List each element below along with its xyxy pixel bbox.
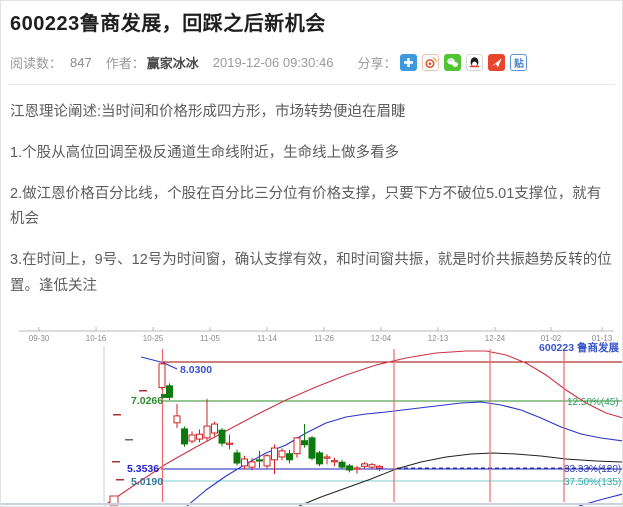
paragraph-point-1: 1.个股从高位回调至极反通道生命线附近，生命线上做多看多: [10, 144, 400, 161]
paragraph-point-2: 2.做江恩价格百分比线，个股在百分比三分位有价格支撑，只要下方不破位5.01支撑…: [10, 185, 602, 228]
svg-text:11-26: 11-26: [314, 334, 334, 343]
stock-chart-svg: 09-30 10-16 10-25 11-05 11-14 11-26 12-04 12-13…: [1, 327, 622, 506]
wechat-icon[interactable]: [444, 54, 462, 71]
paper-plane-icon[interactable]: [488, 54, 506, 71]
svg-text:5.0190: 5.0190: [131, 476, 163, 488]
svg-text:12-24: 12-24: [485, 334, 506, 343]
weibo-icon[interactable]: [422, 54, 440, 71]
views-label: 阅读数：: [10, 56, 63, 71]
svg-text:10-25: 10-25: [143, 334, 164, 343]
svg-text:600223 鲁商发展: 600223 鲁商发展: [539, 341, 619, 354]
svg-text:37.50%(135): 37.50%(135): [564, 477, 621, 488]
svg-text:8.0300: 8.0300: [180, 364, 212, 376]
svg-text:10-16: 10-16: [86, 334, 107, 343]
share-label: 分享：: [357, 56, 397, 71]
paragraph-point-3: 3.在时间上，9号、12号为时间窗，确认支撑有效，和时间窗共振，就是时价共振趋势…: [10, 252, 612, 294]
paragraph-gann-intro: 江恩理论阐述:当时间和价格形成四方形，市场转势便迫在眉睫: [10, 104, 406, 120]
svg-text:09-30: 09-30: [29, 334, 50, 343]
stock-chart: 09-30 10-16 10-25 11-05 11-14 11-26 12-04 12-13…: [1, 323, 622, 506]
author-name[interactable]: 赢家冰冰: [146, 56, 199, 71]
header-divider: [8, 84, 615, 85]
svg-text:33.33%(120): 33.33%(120): [564, 464, 621, 475]
author-label: 作者：: [105, 56, 145, 71]
share-bar: 贴: [400, 54, 528, 71]
svg-text:01-13: 01-13: [592, 334, 613, 343]
svg-text:11-14: 11-14: [257, 334, 277, 343]
svg-text:12-13: 12-13: [428, 334, 449, 343]
share-more-icon[interactable]: [400, 54, 418, 71]
tieba-icon[interactable]: 贴: [510, 54, 528, 71]
svg-text:01-02: 01-02: [541, 334, 562, 343]
svg-text:11-05: 11-05: [200, 334, 220, 343]
publish-datetime: 2019-12-06 09:30:46: [212, 55, 334, 70]
views-count: 847: [70, 55, 92, 70]
tieba-glyph: 贴: [513, 59, 524, 70]
article-body: 江恩理论阐述:当时间和价格形成四方形，市场转势便迫在眉睫 1.个股从高位回调至极…: [1, 100, 622, 300]
qq-icon[interactable]: [466, 54, 484, 71]
article-title: 600223鲁商发展，回踩之后新机会: [10, 13, 326, 35]
svg-text:5.3536: 5.3536: [127, 463, 159, 475]
svg-text:12.50%(45): 12.50%(45): [567, 397, 619, 408]
svg-text:12-04: 12-04: [371, 334, 392, 343]
svg-text:7.0266: 7.0266: [131, 395, 163, 407]
article-meta: 阅读数： 847 作者： 赢家冰冰 2019-12-06 09:30:46 分享…: [1, 53, 622, 72]
